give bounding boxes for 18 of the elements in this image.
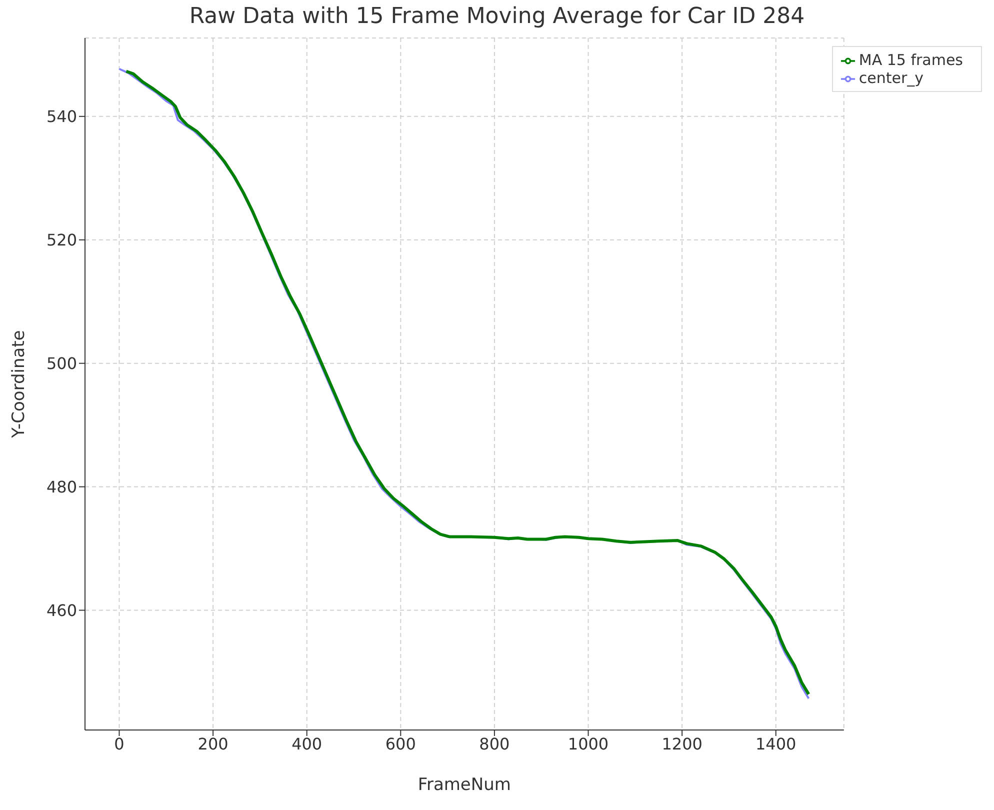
chart-title: Raw Data with 15 Frame Moving Average for Car ID 284 xyxy=(188,4,806,29)
y-tick-label: 460 xyxy=(46,600,77,620)
x-axis-title: FrameNum xyxy=(418,775,511,796)
x-tick-label: 600 xyxy=(385,734,416,754)
legend-label: center_y xyxy=(858,69,924,87)
y-tick-label: 540 xyxy=(46,107,77,126)
x-tick-label: 800 xyxy=(479,734,510,754)
legend-label: MA 15 frames xyxy=(858,51,963,69)
y-tick-label: 500 xyxy=(46,354,77,373)
x-tick-label: 0 xyxy=(114,734,124,754)
y-tick-label: 480 xyxy=(46,477,77,496)
x-tick-label: 400 xyxy=(292,734,322,754)
y-tick-label: 520 xyxy=(46,230,77,250)
y-axis-title: Y-Coordinate xyxy=(9,330,30,439)
x-tick-label: 1400 xyxy=(756,734,796,754)
x-tick-label: 200 xyxy=(198,734,228,754)
x-tick-label: 1200 xyxy=(662,734,702,754)
x-tick-label: 1000 xyxy=(568,734,609,754)
